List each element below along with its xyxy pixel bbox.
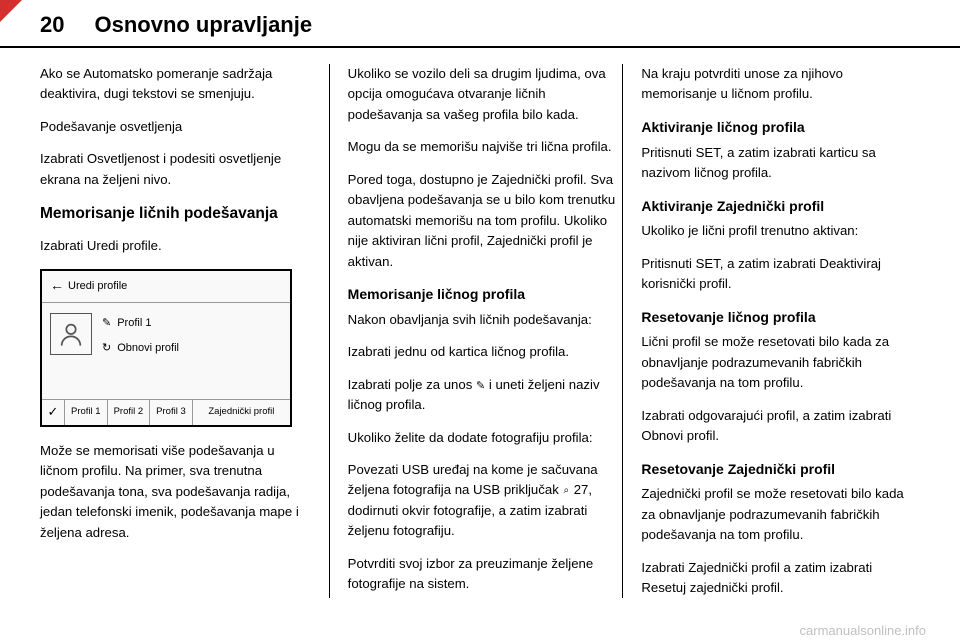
profile-tab: Profil 3 [149, 400, 192, 425]
subheading: Aktiviranje ličnog profila [641, 117, 912, 139]
pencil-icon [102, 315, 111, 332]
subheading: Memorisanje ličnih podešavanja [40, 202, 311, 226]
paragraph: Ukoliko je lični profil trenutno aktivan… [641, 221, 912, 241]
screenshot-bottom-tabs: ✓ Profil 1 Profil 2 Profil 3 Zajednički … [42, 399, 290, 425]
paragraph: Nakon obavljanja svih ličnih podešavanja… [348, 310, 619, 330]
paragraph: Ukoliko želite da dodate fotografiju pro… [348, 428, 619, 448]
subheading: Aktiviranje Zajednički profil [641, 196, 912, 218]
back-arrow-icon: ← [50, 275, 68, 297]
column-divider [329, 64, 330, 598]
text-fragment: Izabrati polje za unos [348, 377, 476, 392]
paragraph: Može se memorisati više podešavanja u li… [40, 441, 311, 543]
paragraph: Mogu da se memorišu najviše tri lična pr… [348, 137, 619, 157]
paragraph: Izabrati jednu od kartica ličnog profila… [348, 342, 619, 362]
paragraph: Podešavanje osvetljenja [40, 117, 311, 137]
text-fragment: Povezati USB uređaj na kome je sačuvana … [348, 462, 598, 497]
content-area: Ako se Automatsko pomeranje sadržaja dea… [0, 48, 960, 608]
paragraph: Izabrati polje za unos i uneti željeni n… [348, 375, 619, 416]
paragraph: Pritisnuti SET, a zatim izabrati Deaktiv… [641, 254, 912, 295]
paragraph: Ukoliko se vozilo deli sa drugim ljudima… [348, 64, 619, 125]
column-3: Na kraju potvrditi unose za njihovo memo… [627, 64, 926, 598]
screenshot-title: Uredi profile [68, 278, 127, 295]
paragraph: Na kraju potvrditi unose za njihovo memo… [641, 64, 912, 105]
paragraph: Izabrati Zajednički profil a zatim izabr… [641, 558, 912, 599]
page-number: 20 [40, 12, 64, 38]
column-divider [622, 64, 623, 598]
screenshot-topbar: ← Uredi profile [42, 271, 290, 303]
column-2: Ukoliko se vozilo deli sa drugim ljudima… [334, 64, 619, 598]
paragraph: Izabrati odgovarajući profil, a zatim iz… [641, 406, 912, 447]
paragraph: Pritisnuti SET, a zatim izabrati karticu… [641, 143, 912, 184]
refresh-icon [102, 340, 111, 357]
screenshot-body: Profil 1 Obnovi profil [42, 303, 290, 367]
page-header: 20 Osnovno upravljanje [0, 0, 960, 48]
paragraph: Izabrati Uredi profile. [40, 236, 311, 256]
column-1: Ako se Automatsko pomeranje sadržaja dea… [40, 64, 325, 598]
paragraph: Izabrati Osvetljenost i podesiti osvetlj… [40, 149, 311, 190]
watermark-text: carmanualsonline.info [800, 623, 926, 638]
paragraph: Pored toga, dostupno je Zajednički profi… [348, 170, 619, 272]
subheading: Resetovanje Zajednički profil [641, 459, 912, 481]
paragraph: Lični profil se može resetovati bilo kad… [641, 332, 912, 393]
subheading: Resetovanje ličnog profila [641, 307, 912, 329]
reference-icon [562, 482, 570, 497]
profile-tab: Profil 1 [64, 400, 107, 425]
option-row: Obnovi profil [102, 340, 179, 357]
subheading: Memorisanje ličnog profila [348, 284, 619, 306]
profile-tab: Profil 2 [107, 400, 150, 425]
check-icon: ✓ [42, 402, 64, 422]
paragraph: Zajednički profil se može resetovati bil… [641, 484, 912, 545]
option-label: Obnovi profil [117, 340, 179, 357]
option-label: Profil 1 [117, 315, 151, 332]
option-row: Profil 1 [102, 315, 179, 332]
pencil-icon [476, 377, 485, 392]
header-title: Osnovno upravljanje [94, 12, 312, 38]
paragraph: Povezati USB uređaj na kome je sačuvana … [348, 460, 619, 542]
profile-editor-screenshot: ← Uredi profile Profil 1 [40, 269, 292, 427]
profile-tab: Zajednički profil [192, 400, 290, 425]
corner-fold-decoration [0, 0, 22, 22]
paragraph: Ako se Automatsko pomeranje sadržaja dea… [40, 64, 311, 105]
avatar-placeholder-icon [50, 313, 92, 355]
paragraph: Potvrditi svoj izbor za preuzimanje želj… [348, 554, 619, 595]
screenshot-options: Profil 1 Obnovi profil [102, 313, 179, 357]
